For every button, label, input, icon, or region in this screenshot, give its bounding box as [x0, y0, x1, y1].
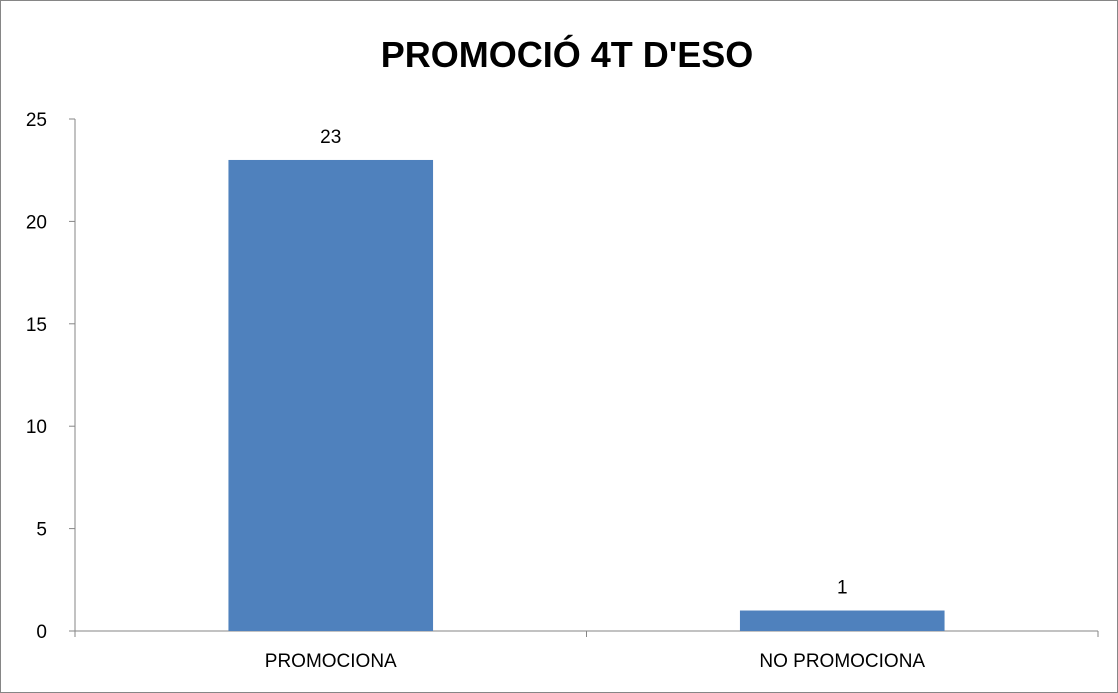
y-tick-label: 10: [26, 417, 47, 438]
x-category-label: PROMOCIONA: [265, 651, 397, 672]
bars: [228, 159, 945, 631]
y-axis: 0 5 10 15 20 25: [26, 110, 76, 643]
y-tick-label: 0: [36, 622, 47, 643]
data-label: 23: [320, 127, 341, 148]
data-labels: 23 1: [320, 127, 847, 599]
y-tick-label: 15: [26, 315, 47, 336]
y-tick-label: 20: [26, 212, 47, 233]
data-label: 1: [837, 578, 848, 599]
bar: [228, 159, 434, 631]
y-tick-label: 25: [26, 110, 47, 131]
bar: [739, 610, 945, 631]
x-category-label: NO PROMOCIONA: [759, 651, 925, 672]
y-tick-label: 5: [36, 520, 47, 541]
chart-title: PROMOCIÓ 4T D'ESO: [381, 33, 754, 75]
x-axis: PROMOCIONA NO PROMOCIONA: [74, 630, 1099, 672]
